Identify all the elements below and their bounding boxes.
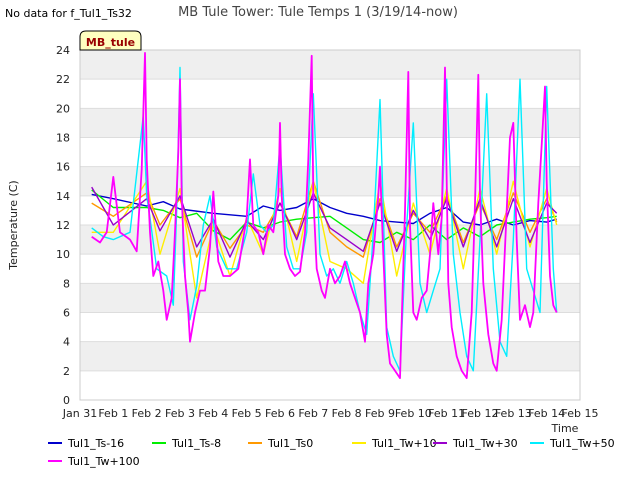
legend-label: Tul1_Tw+30 (452, 437, 518, 450)
series-line-tul1-ts-16 (91, 193, 557, 226)
legend-label: Tul1_Ts-16 (67, 437, 124, 450)
x-tick-label: Feb 13 (495, 407, 532, 420)
grid-band (80, 283, 580, 313)
x-tick-label: Feb 1 (98, 407, 128, 420)
x-tick-label: Feb 3 (165, 407, 195, 420)
x-tick-label: Feb 11 (428, 407, 465, 420)
legend-label: Tul1_Ts-8 (171, 437, 221, 450)
y-tick-label: 16 (56, 161, 70, 174)
plot-series (91, 52, 558, 380)
y-tick-label: 22 (56, 73, 70, 86)
x-tick-label: Feb 12 (462, 407, 499, 420)
x-tick-label: Feb 10 (395, 407, 432, 420)
y-axis-label: Temperature (C) (7, 180, 20, 270)
badge: MB_tule (79, 30, 142, 51)
series-line-tul1-tw-100 (91, 52, 558, 380)
x-ticks: Jan 31 Feb 1 Feb 2 Feb 3 Feb 4 Feb 5 Feb 6 Feb … (62, 407, 599, 420)
y-tick-label: 4 (63, 336, 70, 349)
x-tick-label: Feb 5 (232, 407, 262, 420)
series-line-tul1-ts-8 (91, 189, 557, 244)
x-tick-label: Feb 6 (265, 407, 295, 420)
y-tick-label: 18 (56, 132, 70, 145)
x-tick-label: Jan 31 (62, 407, 97, 420)
x-tick-label: Feb 14 (528, 407, 565, 420)
legend-label: Tul1_Tw+50 (549, 437, 615, 450)
x-tick-label: Feb 4 (198, 407, 228, 420)
grid-band (80, 108, 580, 138)
legend-label: Tul1_Ts0 (267, 437, 313, 450)
grid-bands (80, 50, 580, 371)
x-tick-label: Feb 2 (132, 407, 162, 420)
y-tick-label: 14 (56, 190, 70, 203)
badge-label: MB_tule (86, 36, 135, 49)
x-axis-label: Time (551, 422, 579, 435)
y-tick-label: 0 (63, 394, 70, 407)
series-line-tul1-tw-30 (91, 186, 558, 258)
y-tick-label: 12 (56, 219, 70, 232)
chart-title: MB Tule Tower: Tule Temps 1 (3/19/14-now… (178, 5, 458, 20)
x-tick-label: Feb 7 (298, 407, 328, 420)
badge-shape (79, 30, 142, 51)
y-tick-label: 2 (63, 365, 70, 378)
grid-band (80, 166, 580, 196)
no-data-notice: No data for f_Tul1_Ts32 (5, 7, 132, 20)
x-tick-label: Feb 9 (365, 407, 395, 420)
plot-frame (79, 49, 581, 401)
legend-label: Tul1_Tw+10 (371, 437, 437, 450)
y-tick-label: 24 (56, 44, 70, 57)
y-tick-label: 10 (56, 248, 70, 261)
y-tick-label: 20 (56, 102, 70, 115)
legend-label: Tul1_Tw+100 (67, 455, 140, 468)
grid-band (80, 50, 580, 80)
y-tick-label: 8 (63, 277, 70, 290)
y-tick-label: 6 (63, 307, 70, 320)
x-tick-label: Feb 8 (332, 407, 362, 420)
x-tick-label: Feb 15 (562, 407, 599, 420)
legend: Tul1_Ts-16 Tul1_Ts-8 Tul1_Ts0 Tul1_Tw+10 Tul… (48, 437, 615, 468)
grid-band (80, 341, 580, 371)
